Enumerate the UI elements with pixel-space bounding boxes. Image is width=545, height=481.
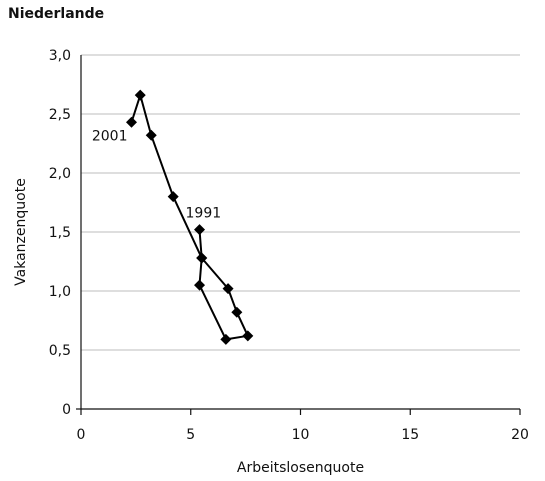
chart-title: Niederlande (8, 6, 105, 22)
point-annotation: 2001 (92, 128, 128, 144)
series-layer (125, 89, 254, 345)
data-point (220, 333, 232, 345)
y-tick-label: 1,5 (49, 225, 71, 241)
x-tick-label: 10 (292, 427, 310, 443)
data-point (125, 116, 137, 128)
data-point (194, 224, 206, 236)
y-tick-label: 3,0 (49, 48, 71, 64)
data-point (145, 129, 157, 141)
x-tick-label: 0 (77, 427, 86, 443)
label-layer: 0 0,5 1,0 1,5 2,0 2,5 3,0 0 5 10 15 20 Arbeitslosenq… (13, 48, 529, 476)
x-tick-label: 5 (186, 427, 195, 443)
data-point (134, 89, 146, 101)
y-tick-label: 1,0 (49, 284, 71, 300)
data-point (231, 306, 243, 318)
point-annotation: 1991 (186, 206, 222, 222)
y-tick-label: 2,5 (49, 107, 71, 123)
y-tick-label: 0 (62, 402, 71, 418)
x-tick-label: 15 (401, 427, 419, 443)
axis-layer (76, 55, 521, 415)
data-point (242, 330, 254, 342)
data-point (167, 191, 179, 203)
data-point (196, 252, 208, 264)
series-line (130, 94, 249, 341)
x-tick-label: 20 (511, 427, 529, 443)
data-point (194, 279, 206, 291)
x-axis-label: Arbeitslosenquote (237, 460, 364, 476)
y-axis-label: Vakanzenquote (13, 178, 29, 286)
grid-layer (81, 54, 520, 351)
y-tick-label: 2,0 (49, 166, 71, 182)
data-point (222, 283, 234, 295)
y-tick-label: 0,5 (49, 343, 71, 359)
